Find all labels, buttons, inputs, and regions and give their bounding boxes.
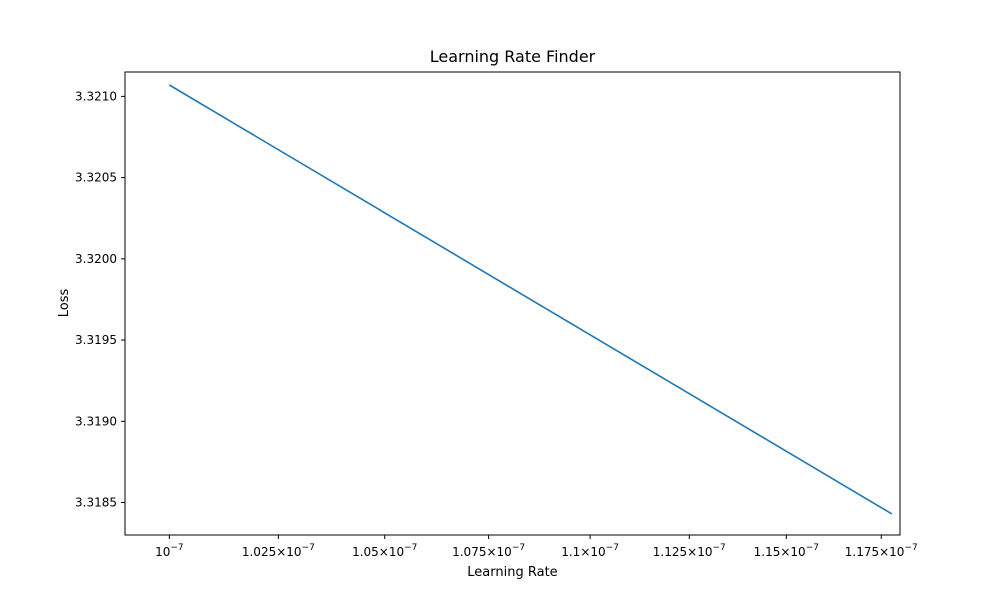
series-line — [168, 84, 893, 515]
x-tick-label: 1.175×10−7 — [845, 543, 918, 559]
x-tick-exponent: −7 — [606, 543, 619, 553]
x-tick-exponent: −7 — [512, 543, 525, 553]
y-tick-label: 3.3190 — [75, 414, 117, 428]
x-tick-mantissa: 1.1× — [561, 545, 590, 559]
x-tick-exponent: −7 — [302, 543, 315, 553]
x-tick-mantissa: 1.05× — [352, 545, 389, 559]
x-tick-label: 1.075×10−7 — [452, 543, 525, 559]
x-tick-label: 1.025×10−7 — [242, 543, 315, 559]
x-tick-label: 1.05×10−7 — [352, 543, 417, 559]
axes-frame — [124, 71, 901, 536]
y-tick-label: 3.3185 — [75, 496, 117, 510]
x-axis-ticks: 10−7 1.025×10−7 1.05×10−7 1.075×10−7 1.1×10−… — [155, 535, 918, 559]
y-tick-label: 3.3200 — [75, 252, 117, 266]
x-tick-mantissa: 10 — [155, 545, 170, 559]
x-tick-label: 1.15×10−7 — [754, 543, 819, 559]
y-tick-label: 3.3210 — [75, 89, 117, 103]
x-tick-base: 10 — [389, 545, 404, 559]
chart-title: Learning Rate Finder — [429, 47, 596, 66]
y-tick-label: 3.3195 — [75, 333, 117, 347]
x-tick-exponent: −7 — [713, 543, 726, 553]
x-axis-label: Learning Rate — [467, 565, 558, 580]
x-tick-exponent: −7 — [904, 543, 917, 553]
x-tick-mantissa: 1.025× — [242, 545, 286, 559]
y-axis-ticks: 3.3185 3.3190 3.3195 3.3200 3.3205 3.3210 — [75, 89, 125, 510]
series-lines — [168, 84, 893, 515]
x-tick-exponent: −7 — [806, 543, 819, 553]
x-tick-exponent: −7 — [404, 543, 417, 553]
x-tick-base: 10 — [590, 545, 605, 559]
x-tick-mantissa: 1.125× — [653, 545, 697, 559]
x-tick-base: 10 — [889, 545, 904, 559]
x-tick-label: 10−7 — [155, 543, 184, 559]
x-tick-label: 1.125×10−7 — [653, 543, 726, 559]
x-tick-base: 10 — [697, 545, 712, 559]
x-tick-label: 1.1×10−7 — [561, 543, 619, 559]
x-tick-base: 10 — [790, 545, 805, 559]
x-tick-mantissa: 1.075× — [452, 545, 496, 559]
x-tick-base: 10 — [286, 545, 301, 559]
y-tick-label: 3.3205 — [75, 171, 117, 185]
x-tick-mantissa: 1.175× — [845, 545, 889, 559]
x-tick-mantissa: 1.15× — [754, 545, 791, 559]
x-tick-exponent: −7 — [170, 543, 183, 553]
x-tick-base: 10 — [497, 545, 512, 559]
